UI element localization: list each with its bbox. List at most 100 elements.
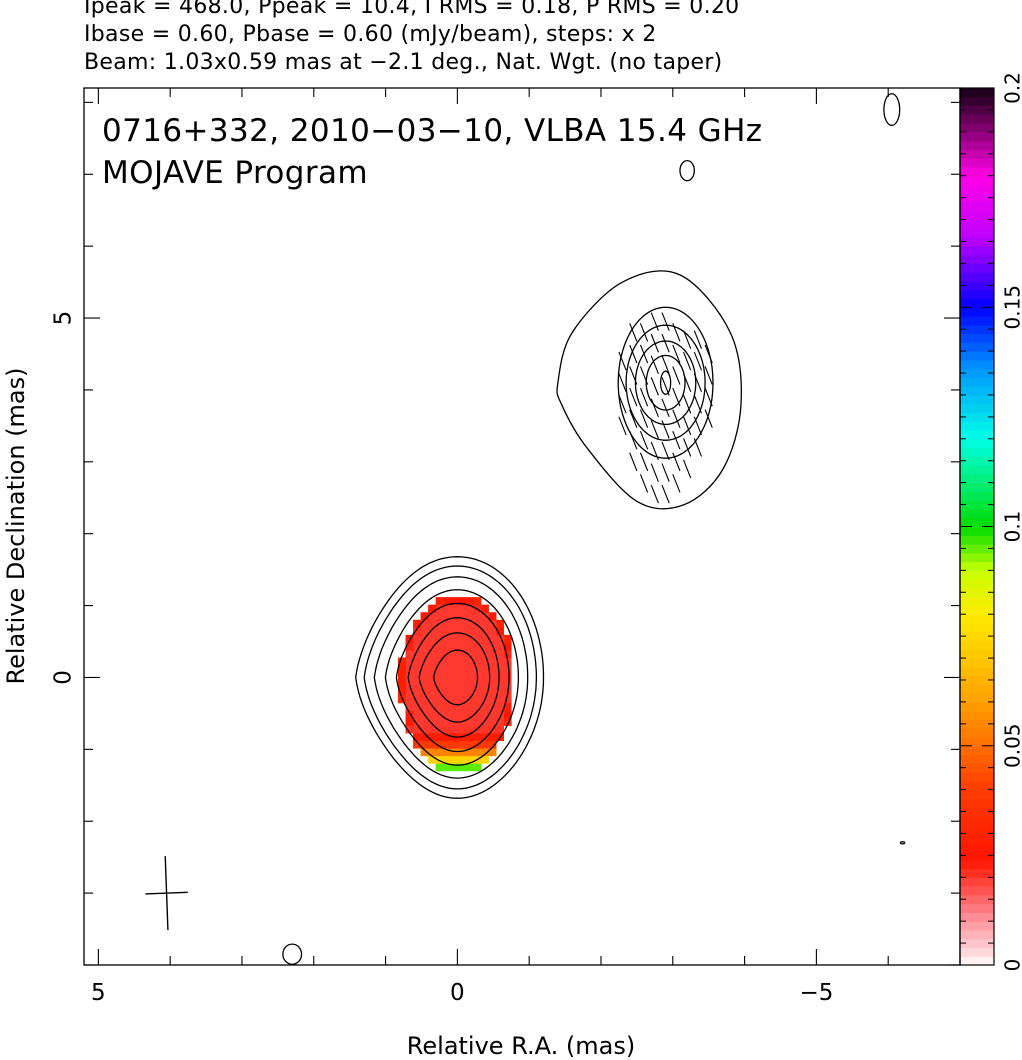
fpol-pixel: [450, 597, 459, 606]
colorbar-segment: [960, 719, 994, 729]
evpa-vector: [672, 452, 681, 472]
fpol-pixel: [503, 680, 512, 689]
colorbar-segment: [960, 780, 994, 791]
x-axis-label: Relative R.A. (mas): [407, 1032, 635, 1060]
fpol-pixel: [495, 695, 505, 704]
colorbar-segment: [960, 789, 994, 799]
jet-contour: [634, 340, 697, 426]
colorbar-segment: [960, 245, 994, 256]
fpol-pixel: [473, 657, 482, 666]
evpa-vectors: [618, 312, 713, 504]
noise-contour: [679, 159, 695, 182]
total-intensity-contours: [282, 93, 906, 965]
fpol-pixel: [458, 687, 467, 696]
fpol-pixel: [413, 717, 422, 726]
fpol-pixel: [473, 717, 482, 726]
colorbar-segment: [960, 859, 994, 870]
evpa-vector: [672, 366, 681, 385]
fpol-pixel: [465, 634, 474, 643]
fpol-pixel: [420, 717, 429, 726]
evpa-vector: [639, 323, 649, 342]
fpol-pixel: [420, 680, 429, 689]
colorbar-segment: [960, 324, 994, 335]
fpol-pixel: [428, 612, 437, 621]
fpol-pixel: [473, 710, 482, 719]
evpa-vector: [693, 438, 703, 457]
fpol-pixel: [413, 725, 422, 734]
fpol-pixel: [420, 642, 429, 651]
jet-contour: [659, 370, 672, 395]
evpa-vector: [693, 395, 703, 414]
fpol-pixel: [428, 657, 437, 666]
fpol-pixel: [420, 619, 429, 628]
fpol-pixel: [428, 740, 437, 749]
evpa-vector: [672, 387, 681, 407]
colorbar-segment: [960, 956, 994, 966]
fpol-pixel: [443, 597, 452, 606]
colorbar-segment: [960, 280, 994, 291]
fpol-pixel: [488, 672, 497, 681]
noise-contour: [282, 943, 303, 965]
beam-minor-axis: [145, 891, 188, 895]
evpa-vector: [618, 395, 627, 414]
colorbar-segment: [960, 96, 994, 107]
colorbar-segment: [960, 842, 994, 852]
fpol-pixel: [465, 627, 474, 636]
fpol-pixel: [458, 627, 467, 636]
core-contour: [418, 632, 491, 723]
fpol-pixel: [480, 725, 489, 734]
colorbar-segment: [960, 202, 994, 212]
colorbar-segment: [960, 622, 994, 633]
noise-contour: [899, 841, 906, 845]
evpa-vector: [683, 438, 692, 457]
colorbar-segment: [960, 412, 994, 422]
colorbar-segment: [960, 763, 994, 773]
fpol-pixel: [473, 687, 482, 696]
evpa-vector: [629, 387, 638, 407]
fpol-pixel: [450, 619, 459, 628]
evpa-vector: [618, 373, 627, 392]
colorbar: 0 0.05 0.1 0.15 0.2: [959, 72, 1022, 971]
fpol-pixel: [488, 634, 497, 643]
fpol-pixel: [488, 657, 497, 666]
fpol-pixel: [413, 672, 422, 681]
fpol-pixel: [443, 665, 452, 674]
colorbar-segment: [960, 430, 994, 440]
fpol-pixel: [397, 687, 406, 696]
colorbar-segment: [960, 166, 994, 177]
evpa-vector: [661, 377, 670, 396]
colorbar-segment: [960, 596, 994, 607]
evpa-vector: [704, 344, 713, 364]
evpa-vector: [639, 452, 649, 472]
core-contour: [355, 556, 545, 799]
colorbar-segment: [960, 140, 994, 150]
colorbar-segment: [960, 614, 994, 624]
colorbar-segment: [960, 938, 994, 949]
header-line-3: Beam: 1.03x0.59 mas at −2.1 deg., Nat. W…: [84, 50, 723, 75]
beam-cross: [145, 856, 188, 931]
fpol-pixel: [480, 755, 489, 764]
colorbar-segment: [960, 289, 994, 300]
evpa-vector: [650, 420, 659, 439]
evpa-vector: [650, 441, 659, 461]
fpol-pixel: [495, 725, 505, 734]
fpol-pixel: [458, 672, 467, 681]
fpol-pixel: [480, 740, 489, 749]
evpa-vector: [704, 409, 713, 428]
colorbar-segment: [960, 88, 994, 98]
fpol-pixel: [473, 612, 482, 621]
fpol-pixel: [443, 748, 452, 757]
evpa-vector: [650, 463, 659, 482]
axis-ticks: 5 0 −5 5 0: [51, 88, 961, 1006]
fpol-pixel: [495, 634, 505, 643]
evpa-vector: [693, 373, 703, 392]
evpa-vector: [661, 441, 670, 461]
fpol-pixel: [443, 657, 452, 666]
colorbar-segment: [960, 465, 994, 475]
fpol-pixel: [397, 665, 406, 674]
evpa-vector: [683, 330, 692, 349]
evpa-vector: [639, 430, 649, 450]
fpol-pixel: [458, 612, 467, 621]
fpol-pixel: [420, 665, 429, 674]
colorbar-segment: [960, 587, 994, 598]
